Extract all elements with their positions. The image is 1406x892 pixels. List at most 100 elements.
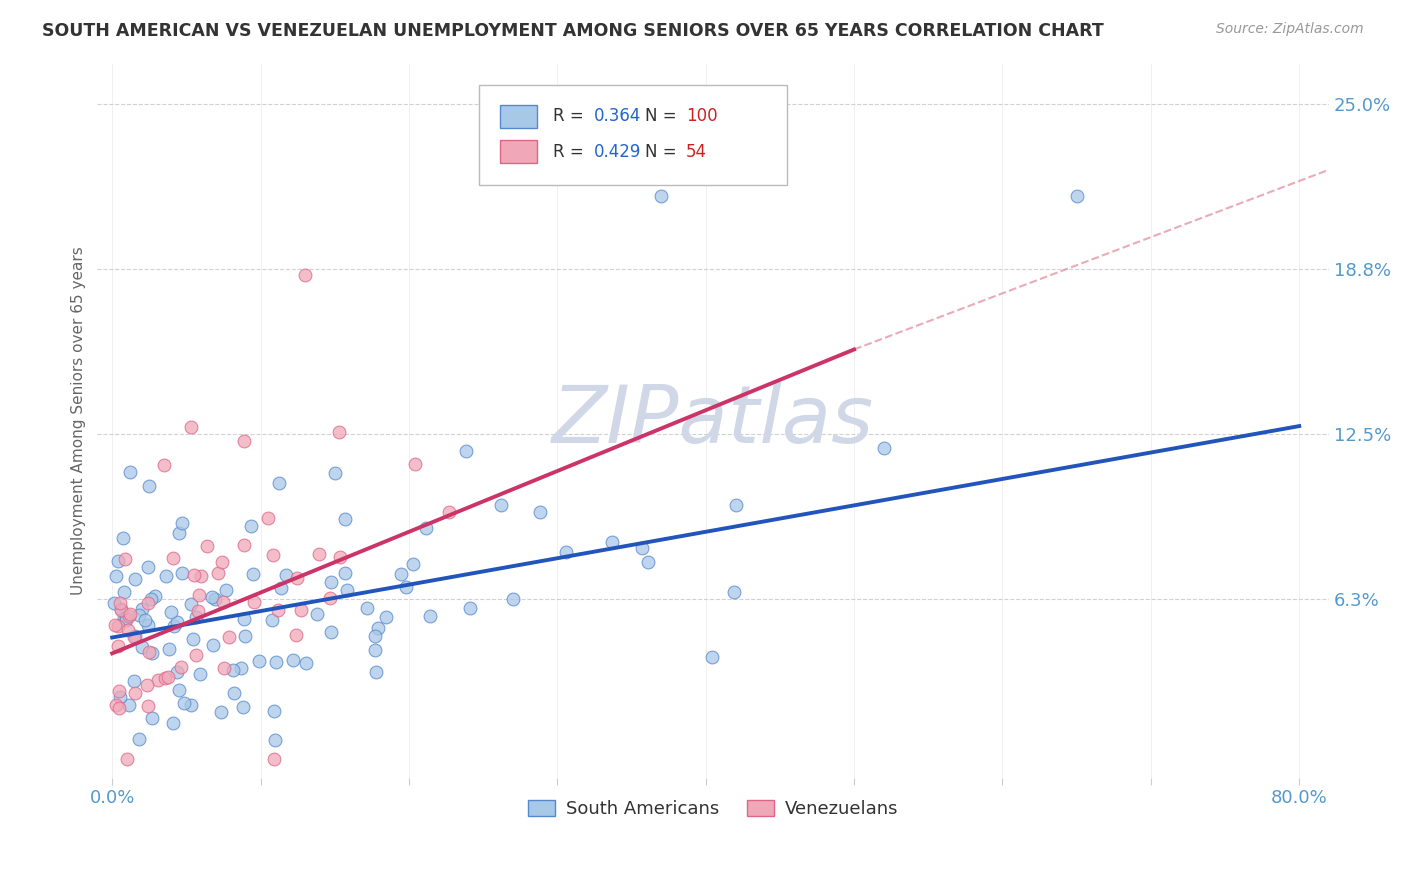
Point [419, 608, 441, 623]
Point [285, 571, 308, 585]
Point [319, 575, 342, 590]
Point [138, 645, 160, 659]
Point [141, 646, 163, 660]
Point [184, 648, 207, 662]
Point [267, 476, 290, 491]
Point [117, 624, 139, 638]
Point [180, 419, 202, 434]
Point [356, 601, 378, 615]
Point [107, 554, 129, 568]
Text: ZIPatlas: ZIPatlas [553, 382, 875, 459]
Point [329, 550, 352, 565]
Point [873, 442, 896, 456]
Point [107, 701, 129, 715]
Point [308, 547, 330, 561]
Point [242, 566, 264, 581]
Point [240, 519, 263, 533]
Point [294, 268, 316, 283]
Text: Source: ZipAtlas.com: Source: ZipAtlas.com [1216, 22, 1364, 37]
Point [218, 630, 240, 644]
Point [456, 444, 478, 458]
Point [328, 425, 350, 439]
Point [207, 566, 229, 580]
Text: SOUTH AMERICAN VS VENEZUELAN UNEMPLOYMENT AMONG SENIORS OVER 65 YEARS CORRELATIO: SOUTH AMERICAN VS VENEZUELAN UNEMPLOYMEN… [42, 22, 1104, 40]
Point [108, 596, 131, 610]
Point [222, 686, 245, 700]
Point [107, 639, 129, 653]
Point [134, 613, 156, 627]
Text: R =: R = [553, 107, 589, 125]
Point [600, 535, 623, 549]
Point [112, 611, 135, 625]
Point [162, 551, 184, 566]
Point [131, 640, 153, 654]
Point [294, 656, 316, 670]
Point [180, 698, 202, 712]
Point [124, 572, 146, 586]
Point [166, 665, 188, 680]
Point [122, 630, 145, 644]
Point [336, 582, 359, 597]
FancyBboxPatch shape [501, 104, 537, 128]
Point [104, 569, 127, 583]
Point [1066, 189, 1088, 203]
Point [160, 605, 183, 619]
Text: N =: N = [645, 107, 682, 125]
Point [437, 505, 460, 519]
Legend: South Americans, Venezuelans: South Americans, Venezuelans [522, 793, 905, 826]
Point [118, 609, 141, 624]
Point [333, 566, 356, 581]
Point [364, 665, 387, 680]
Point [415, 521, 437, 535]
Point [321, 624, 343, 639]
Point [111, 531, 134, 545]
Point [222, 663, 245, 677]
Point [183, 567, 205, 582]
Point [152, 458, 174, 473]
Point [281, 652, 304, 666]
Point [141, 711, 163, 725]
Point [263, 732, 285, 747]
Point [180, 597, 202, 611]
FancyBboxPatch shape [501, 140, 537, 163]
Point [274, 568, 297, 582]
Point [103, 596, 125, 610]
Point [128, 608, 150, 623]
Point [139, 592, 162, 607]
Point [131, 601, 153, 615]
Point [323, 466, 346, 480]
Point [184, 610, 207, 624]
Point [502, 592, 524, 607]
Point [650, 189, 672, 203]
Point [529, 505, 551, 519]
Point [118, 698, 141, 712]
Point [172, 516, 194, 530]
Point [232, 434, 254, 449]
Point [136, 560, 159, 574]
Y-axis label: Unemployment Among Seniors over 65 years: Unemployment Among Seniors over 65 years [72, 246, 86, 595]
Point [367, 621, 389, 635]
Point [115, 613, 138, 627]
Point [389, 566, 412, 581]
Point [162, 716, 184, 731]
Point [155, 568, 177, 582]
Point [637, 555, 659, 569]
Point [148, 673, 170, 688]
Point [233, 629, 256, 643]
Point [229, 660, 252, 674]
Point [115, 611, 138, 625]
Point [319, 591, 342, 605]
Point [242, 595, 264, 609]
Point [233, 538, 256, 552]
Point [201, 639, 224, 653]
Point [458, 601, 481, 615]
Point [112, 585, 135, 599]
Point [333, 512, 356, 526]
Point [138, 698, 160, 713]
Text: 0.364: 0.364 [593, 107, 641, 125]
Point [110, 602, 132, 616]
Point [183, 632, 205, 646]
Point [136, 596, 159, 610]
Text: N =: N = [645, 143, 682, 161]
Point [702, 650, 724, 665]
